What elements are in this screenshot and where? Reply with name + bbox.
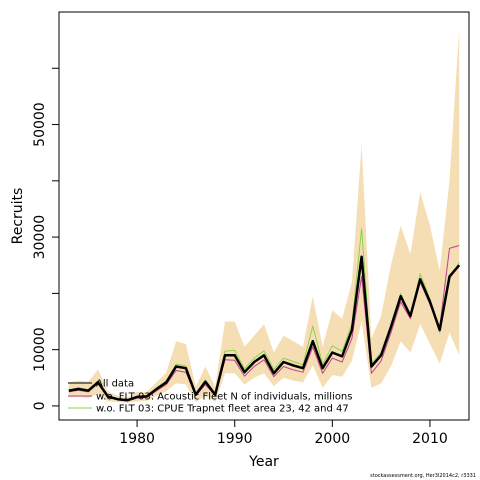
y-tick-label: 0: [32, 401, 48, 410]
legend-label-0: All data: [96, 379, 134, 390]
y-tick-label: 30000: [32, 215, 48, 260]
x-axis: 1980 1990 2000 2010: [119, 420, 448, 447]
plot-frame: [58, 11, 470, 421]
y-axis: 0 10000 30000 50000: [32, 67, 59, 410]
x-tick-label: 1980: [119, 431, 155, 447]
x-tick-label: 2010: [412, 431, 448, 447]
credit-text: stockassessment.org, Her3l2014c2, r3331: [370, 473, 476, 479]
y-axis-title: Recruits: [10, 188, 26, 245]
confidence-band-layer: [68, 28, 460, 403]
y-tick-label: 50000: [32, 102, 48, 147]
x-tick-label: 2000: [315, 431, 351, 447]
confidence-band: [68, 28, 460, 403]
series-line-0: [68, 255, 461, 402]
y-tick-label: 10000: [32, 327, 48, 372]
series-lines-layer: [68, 228, 461, 402]
legend-label-1: w.o. FLT 03: Acoustic Fleet N of individ…: [96, 392, 352, 403]
legend-label-2: w.o. FLT 03: CPUE Trapnet fleet area 23,…: [96, 404, 349, 415]
legend: All data w.o. FLT 03: Acoustic Fleet N of…: [68, 379, 352, 415]
x-axis-title: Year: [248, 454, 279, 470]
x-tick-label: 1990: [217, 431, 253, 447]
